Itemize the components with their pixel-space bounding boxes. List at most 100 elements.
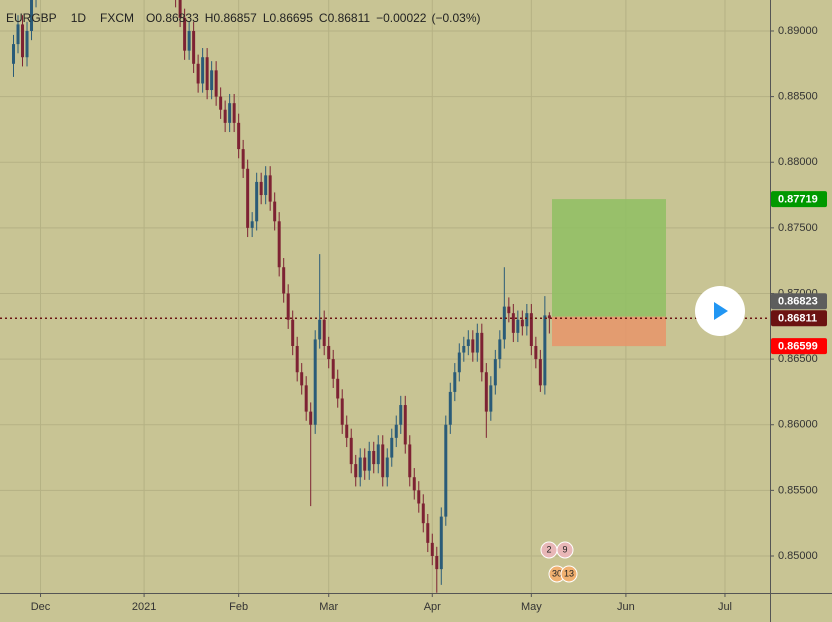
- candle-body: [435, 555, 439, 570]
- candle-body: [448, 391, 452, 425]
- candle-body: [430, 542, 434, 556]
- ohlc-letter: O: [146, 11, 155, 25]
- candle-body: [471, 339, 475, 353]
- y-tick-label: 0.86500: [778, 353, 818, 365]
- header: EURGBP 1D FXCM O 0.86833 H 0.86857 L 0.86695 C 0.8…: [6, 11, 481, 25]
- x-tick-label: 2021: [132, 601, 156, 613]
- exchange: FXCM: [100, 11, 134, 25]
- candle-body: [525, 313, 529, 327]
- candle-body: [498, 339, 502, 360]
- candle-body: [426, 523, 430, 543]
- candle-body: [493, 359, 497, 386]
- y-tick-label: 0.85000: [778, 550, 818, 562]
- ohlc-value: 0.86811: [328, 11, 371, 25]
- candle-body: [30, 0, 34, 31]
- price-tag: [771, 310, 827, 327]
- candle-body: [340, 398, 344, 425]
- candle-body: [444, 424, 448, 517]
- symbol: EURGBP: [6, 11, 57, 25]
- event-badge-label: 2: [546, 544, 551, 554]
- candle-body: [205, 57, 209, 91]
- candle-body: [277, 221, 281, 268]
- loss-zone: [552, 316, 666, 347]
- y-tick-label: 0.88500: [778, 91, 818, 103]
- x-tick-label: Jun: [617, 601, 635, 613]
- play-icon[interactable]: [714, 302, 728, 320]
- interval: 1D: [71, 11, 87, 25]
- change: −0.00022: [376, 11, 427, 25]
- event-badge-label: 9: [562, 544, 567, 554]
- candle-body: [363, 457, 367, 471]
- candle-body: [241, 149, 245, 169]
- candle-body: [286, 293, 290, 320]
- candle-body: [210, 70, 214, 91]
- candle-body: [538, 359, 542, 386]
- candle-body: [21, 24, 25, 58]
- event-badge-label: 30: [552, 568, 562, 578]
- profit-zone: [552, 199, 666, 317]
- candle-body: [282, 267, 286, 294]
- change-pct: (−0.03%): [431, 11, 480, 25]
- candle-body: [534, 345, 538, 360]
- candle-body: [223, 109, 227, 123]
- candle-body: [322, 319, 326, 346]
- candle-body: [318, 319, 322, 340]
- ohlc-letter: L: [263, 11, 270, 25]
- price-tag: [771, 191, 827, 208]
- event-badge: [560, 565, 578, 583]
- x-tick-label: Mar: [319, 601, 338, 613]
- candle-body: [385, 457, 389, 478]
- candle-body: [421, 503, 425, 524]
- candle-body: [12, 44, 16, 64]
- candle-body: [381, 444, 385, 478]
- price-tag: [771, 338, 827, 355]
- y-tick-label: 0.87500: [778, 222, 818, 234]
- candle-body: [327, 345, 331, 360]
- candle-body: [520, 319, 524, 327]
- candle-body: [399, 405, 403, 425]
- candle-body: [372, 450, 376, 465]
- candle-body: [376, 444, 380, 465]
- candle-body: [502, 306, 506, 340]
- candle-body: [466, 339, 470, 346]
- candle-body: [16, 24, 20, 45]
- play-button[interactable]: [695, 286, 745, 336]
- candle-body: [345, 424, 349, 438]
- candle-body: [268, 175, 272, 202]
- candle-body: [408, 444, 412, 478]
- y-tick-label: 0.89000: [778, 25, 818, 37]
- ohlc-value: 0.86857: [213, 11, 257, 25]
- candle-body: [358, 457, 362, 478]
- candle-body: [417, 490, 421, 504]
- axes: 0.850000.855000.860000.865000.870000.875…: [31, 25, 827, 613]
- x-tick-label: Dec: [31, 601, 51, 613]
- plot-area: [0, 0, 770, 593]
- candle-body: [295, 345, 299, 373]
- candle-body: [547, 315, 551, 319]
- price-tag-label: 0.86823: [778, 296, 818, 308]
- event-badge: [556, 541, 574, 559]
- candle-body: [457, 352, 461, 373]
- x-tick-label: Feb: [229, 601, 248, 613]
- candle-body: [403, 405, 407, 445]
- candle-body: [250, 221, 254, 228]
- candle-body: [228, 103, 232, 123]
- ohlc-value: 0.86833: [155, 11, 199, 25]
- candle-body: [349, 437, 353, 465]
- candle-body: [255, 181, 259, 222]
- x-tick-label: May: [521, 601, 542, 613]
- price-tag-label: 0.86599: [778, 341, 818, 353]
- candle-body: [264, 175, 268, 196]
- candle-body: [511, 313, 515, 333]
- candle-body: [529, 313, 533, 346]
- candle-body: [367, 450, 371, 471]
- candle-body: [480, 332, 484, 373]
- price-tag: [771, 293, 827, 310]
- candle-body: [394, 424, 398, 438]
- candle-body: [412, 477, 416, 491]
- candle-body: [313, 339, 317, 425]
- y-tick-label: 0.86000: [778, 419, 818, 431]
- y-tick-label: 0.85500: [778, 484, 818, 496]
